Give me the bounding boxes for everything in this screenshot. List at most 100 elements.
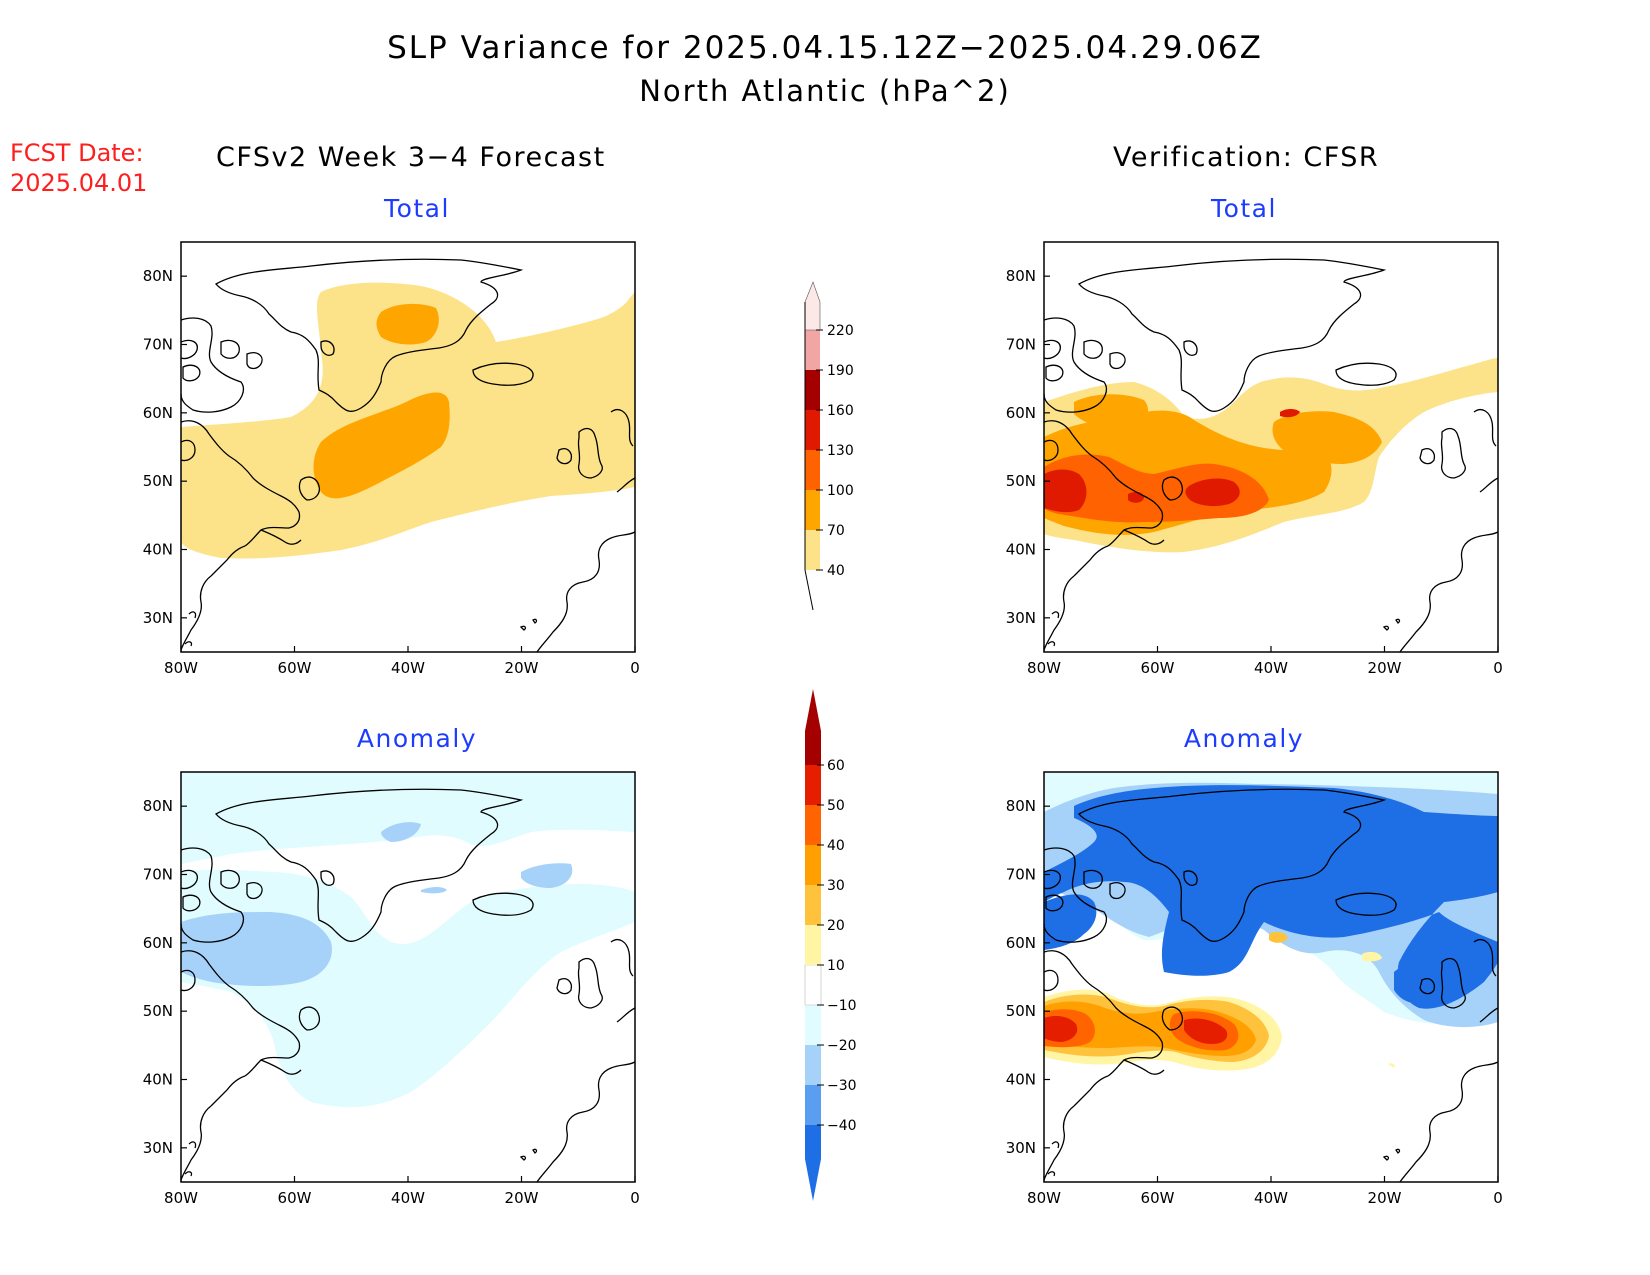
colorbar-total-label: 70 — [827, 523, 845, 539]
shading-forecast-total — [181, 282, 635, 559]
lat-label-verification-total: 30N — [1006, 609, 1036, 627]
lat-label-forecast-anomaly: 30N — [143, 1139, 173, 1157]
colorbar-anomaly-label: −40 — [827, 1118, 857, 1134]
colorbar-anomaly-swatch — [805, 765, 821, 805]
colorbar-anomaly-label: 40 — [827, 838, 845, 854]
axes-layer: 80N 70N 60N 50N 40N 30N 80W 60W 40W 20W 0 80N 70N 60N… — [143, 267, 1503, 1207]
colorbar-total-lower-tail — [804, 569, 814, 611]
panel-title-verification-total: Total — [1211, 194, 1277, 223]
lon-label-forecast-total: 20W — [505, 659, 539, 677]
lat-label-verification-anomaly: 70N — [1006, 866, 1036, 884]
lat-label-forecast-anomaly: 70N — [143, 866, 173, 884]
colorbar-anomaly-swatch — [805, 1085, 821, 1125]
lat-label-forecast-total: 70N — [143, 336, 173, 354]
map-verification-anomaly — [1043, 771, 1499, 1183]
colorbar-total-swatch — [805, 530, 820, 570]
shading-forecast-anomaly — [181, 772, 635, 1108]
lon-label-forecast-anomaly: 60W — [278, 1189, 312, 1207]
main-title: SLP Variance for 2025.04.15.12Z−2025.04.… — [387, 30, 1263, 66]
panel-title-forecast-anomaly: Anomaly — [356, 724, 478, 753]
colorbar-anomaly-swatch — [805, 1005, 821, 1045]
map-forecast-anomaly — [180, 771, 636, 1183]
lat-label-verification-anomaly: 50N — [1006, 1002, 1036, 1020]
lat-label-verification-anomaly: 60N — [1006, 934, 1036, 952]
lon-label-verification-anomaly: 80W — [1027, 1189, 1061, 1207]
fcst-date-heading: FCST Date: — [10, 139, 144, 167]
lon-label-verification-anomaly: 60W — [1141, 1189, 1175, 1207]
lon-label-forecast-anomaly: 40W — [391, 1189, 425, 1207]
colorbar-anomaly-swatch — [805, 689, 821, 765]
lat-label-verification-anomaly: 40N — [1006, 1071, 1036, 1089]
lat-label-verification-anomaly: 80N — [1006, 797, 1036, 815]
lat-label-verification-total: 80N — [1006, 267, 1036, 285]
lon-label-verification-total: 0 — [1493, 659, 1503, 677]
shading-verification-total — [1044, 358, 1498, 553]
colorbar-total-swatch — [805, 490, 820, 530]
lat-label-verification-total: 70N — [1006, 336, 1036, 354]
lat-label-forecast-anomaly: 50N — [143, 1002, 173, 1020]
fcst-date-label: FCST Date: 2025.04.01 — [10, 138, 147, 198]
lon-label-forecast-anomaly: 80W — [164, 1189, 198, 1207]
colorbar-total-swatch — [804, 281, 821, 331]
colorbar-total-label: 160 — [827, 403, 854, 419]
lon-label-forecast-anomaly: 0 — [630, 1189, 640, 1207]
lat-label-forecast-anomaly: 40N — [143, 1071, 173, 1089]
lon-label-forecast-total: 40W — [391, 659, 425, 677]
lon-label-forecast-anomaly: 20W — [505, 1189, 539, 1207]
lat-label-forecast-anomaly: 80N — [143, 797, 173, 815]
colorbar-anomaly-swatch — [805, 845, 821, 885]
lat-label-verification-total: 60N — [1006, 404, 1036, 422]
colorbar-anomaly-swatch — [805, 925, 821, 965]
lat-label-forecast-total: 50N — [143, 472, 173, 490]
colorbar-anomaly-label: −20 — [827, 1038, 857, 1054]
colorbar-total-swatch — [805, 370, 820, 410]
colorbar-anomaly-label: 30 — [827, 878, 845, 894]
lon-label-verification-total: 60W — [1141, 659, 1175, 677]
lat-label-forecast-total: 80N — [143, 267, 173, 285]
lon-label-forecast-total: 80W — [164, 659, 198, 677]
colorbar-total-swatch — [805, 410, 820, 450]
lon-label-verification-anomaly: 20W — [1368, 1189, 1402, 1207]
colorbar-anomaly: −40 −30 −20 −10 10 20 30 40 50 60 — [804, 689, 857, 1201]
lat-label-forecast-anomaly: 60N — [143, 934, 173, 952]
lon-label-forecast-total: 60W — [278, 659, 312, 677]
colorbar-anomaly-swatch — [805, 1045, 821, 1085]
lon-label-verification-total: 80W — [1027, 659, 1061, 677]
lon-label-verification-total: 20W — [1368, 659, 1402, 677]
lat-label-forecast-total: 60N — [143, 404, 173, 422]
colorbar-anomaly-swatch — [804, 964, 822, 1006]
colorbar-total-swatch — [805, 330, 820, 370]
panel-title-forecast-total: Total — [384, 194, 450, 223]
colorbar-anomaly-label: 20 — [827, 918, 845, 934]
colorbar-total-label: 100 — [827, 483, 854, 499]
colorbar-anomaly-swatch — [805, 805, 821, 845]
fcst-date-value: 2025.04.01 — [10, 169, 148, 197]
lon-label-verification-total: 40W — [1254, 659, 1288, 677]
colorbar-total-label: 130 — [827, 443, 854, 459]
map-forecast-total — [180, 241, 636, 653]
colorbar-total: 40 70 100 130 160 190 220 — [804, 281, 854, 611]
shading-verification-anomaly — [1044, 772, 1498, 1071]
colorbar-total-label: 220 — [827, 323, 854, 339]
colorbar-anomaly-label: 10 — [827, 958, 845, 974]
lat-label-verification-anomaly: 30N — [1006, 1139, 1036, 1157]
verification-column-heading: Verification: CFSR — [1113, 142, 1380, 173]
lat-label-verification-total: 40N — [1006, 541, 1036, 559]
colorbar-total-label: 40 — [827, 563, 845, 579]
lat-label-forecast-total: 30N — [143, 609, 173, 627]
lon-label-verification-anomaly: 40W — [1254, 1189, 1288, 1207]
colorbar-total-label: 190 — [827, 363, 854, 379]
colorbar-anomaly-swatch — [805, 885, 821, 925]
colorbar-anomaly-label: −30 — [827, 1078, 857, 1094]
map-verification-total — [1043, 241, 1499, 653]
forecast-column-heading: CFSv2 Week 3−4 Forecast — [216, 142, 606, 173]
lat-label-forecast-total: 40N — [143, 541, 173, 559]
lat-label-verification-total: 50N — [1006, 472, 1036, 490]
main-subtitle: North Atlantic (hPa^2) — [639, 74, 1011, 108]
colorbar-total-swatch — [805, 450, 820, 490]
colorbar-anomaly-label: 60 — [827, 758, 845, 774]
lon-label-verification-anomaly: 0 — [1493, 1189, 1503, 1207]
panel-title-verification-anomaly: Anomaly — [1183, 724, 1305, 753]
colorbar-anomaly-label: −10 — [827, 998, 857, 1014]
